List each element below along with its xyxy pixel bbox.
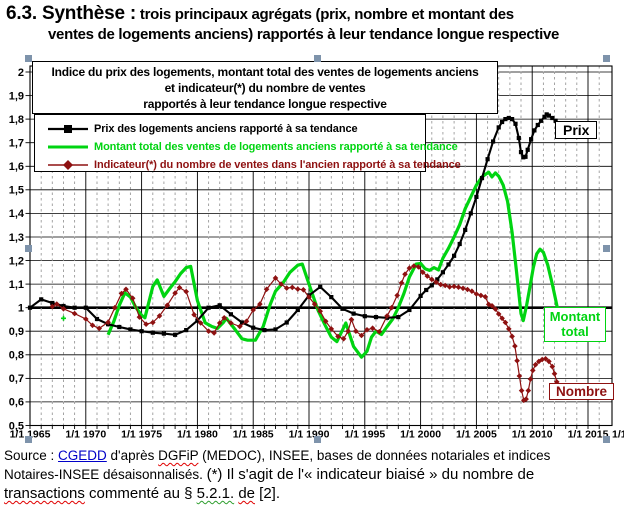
page-title-line1: 6.3. Synthèse : trois principaux agrégat… (6, 3, 620, 25)
chart-legend: Prix des logements anciens rapporté à sa… (34, 114, 461, 174)
svg-text:1: 1 (18, 303, 24, 315)
svg-text:1/1 2005: 1/1 2005 (456, 429, 497, 441)
source-desaisonnalises: Notaires-INSEE désaisonnalisés. (4, 467, 207, 482)
selection-handle-bottom-mid[interactable] (314, 436, 321, 443)
montant-total-series-label: Montant total (544, 307, 606, 342)
montant-line-marker-icon (48, 145, 88, 149)
svg-text:1,2: 1,2 (9, 255, 24, 267)
selection-handle-top-left[interactable] (25, 55, 32, 62)
source-transactions: transactions (4, 485, 85, 502)
svg-text:1/1 1980: 1/1 1980 (177, 429, 218, 441)
nombre-series-label: Nombre (549, 383, 615, 400)
source-rest: (MEDOC), INSEE, bases de données notaria… (198, 448, 551, 463)
chart-title-line1: Indice du prix des logements, montant to… (51, 65, 479, 79)
montant-label-line2: total (561, 324, 589, 339)
page-title-rest: trois principaux agrégats (prix, nombre … (136, 6, 514, 23)
chart-title-box: Indice du prix des logements, montant to… (32, 61, 498, 114)
svg-text:0,9: 0,9 (9, 326, 24, 338)
selection-handle-bottom-right[interactable] (603, 436, 610, 443)
source-dgfip: DGFiP (158, 448, 199, 463)
selection-handle-right-mid[interactable] (603, 245, 610, 252)
chart-title-line2: et indicateur(*) du nombre de ventes (164, 81, 366, 95)
legend-item-prix: Prix des logements anciens rapporté à sa… (47, 120, 425, 138)
svg-text:0,6: 0,6 (9, 397, 24, 409)
source-de: de (238, 485, 255, 502)
svg-text:2: 2 (18, 67, 24, 79)
source-note: Source : CGEDD d'après DGFiP (MEDOC), IN… (4, 446, 622, 503)
source-prefix: Source : (4, 448, 59, 463)
source-commente: commenté au § (84, 485, 197, 502)
source-line3: transactions commenté au § 5.2.1. de [2]… (4, 484, 622, 503)
selection-handle-bottom-left[interactable] (25, 436, 32, 443)
selection-handle-top-right[interactable] (603, 55, 610, 62)
source-line1: Source : CGEDD d'après DGFiP (MEDOC), IN… (4, 446, 622, 465)
source-line2: Notaires-INSEE désaisonnalisés. (*) Il s… (4, 465, 622, 484)
legend-label-prix: Prix des logements anciens rapporté à sa… (94, 123, 358, 135)
svg-text:1,5: 1,5 (9, 185, 24, 197)
svg-text:1,1: 1,1 (9, 279, 24, 291)
section-number-heading: 6.3. Synthèse : (6, 3, 137, 24)
page-title: 6.3. Synthèse : trois principaux agrégat… (6, 3, 620, 43)
svg-text:1/1 1990: 1/1 1990 (289, 429, 330, 441)
citation-2: [2]. (255, 485, 281, 502)
svg-text:1/1 1985: 1/1 1985 (233, 429, 274, 441)
svg-text:1,4: 1,4 (9, 208, 25, 220)
svg-text:1,8: 1,8 (9, 114, 24, 126)
legend-label-montant: Montant total des ventes de logements an… (94, 141, 458, 153)
svg-text:1/1 2010: 1/1 2010 (512, 429, 553, 441)
nombre-line-diamond-marker-icon (48, 160, 88, 170)
prix-series-label: Prix (555, 121, 598, 139)
svg-text:1,3: 1,3 (9, 232, 24, 244)
series-line-1 (106, 170, 569, 359)
selection-handle-left-mid[interactable] (25, 245, 32, 252)
page-title-line2: ventes de logements anciens) rapportés à… (48, 26, 560, 43)
svg-text:1,7: 1,7 (9, 138, 24, 150)
svg-text:1/1 1975: 1/1 1975 (121, 429, 162, 441)
section-reference: 5.2.1. (196, 485, 235, 502)
svg-text:1/1 2000: 1/1 2000 (400, 429, 441, 441)
svg-text:0,8: 0,8 (9, 350, 24, 362)
chart-title-line3: rapportés à leur tendance longue respect… (143, 97, 387, 111)
svg-text:1/1 2015: 1/1 2015 (568, 429, 609, 441)
svg-text:1/1 1995: 1/1 1995 (344, 429, 385, 441)
svg-text:1,6: 1,6 (9, 161, 24, 173)
svg-text:0,7: 0,7 (9, 373, 24, 385)
legend-label-nombre: Indicateur(*) du nombre de ventes dans l… (94, 159, 461, 171)
cgedd-link[interactable]: CGEDD (58, 448, 107, 463)
montant-label-line1: Montant (549, 309, 601, 324)
footnote-indicateur-biaise: (*) Il s'agit de l'« indicateur biaisé »… (206, 466, 535, 483)
prix-line-square-marker-icon (48, 125, 88, 133)
svg-text:1/1 1965: 1/1 1965 (10, 429, 51, 441)
svg-text:1,9: 1,9 (9, 90, 24, 102)
legend-item-nombre: Indicateur(*) du nombre de ventes dans l… (47, 156, 461, 174)
source-mid: d'après (106, 448, 159, 463)
svg-text:1/1: 1/1 (612, 429, 624, 441)
legend-item-montant: Montant total des ventes de logements an… (47, 138, 458, 156)
svg-text:0,5: 0,5 (9, 420, 24, 432)
selection-handle-top-mid[interactable] (314, 55, 321, 62)
svg-text:1/1 1970: 1/1 1970 (65, 429, 106, 441)
